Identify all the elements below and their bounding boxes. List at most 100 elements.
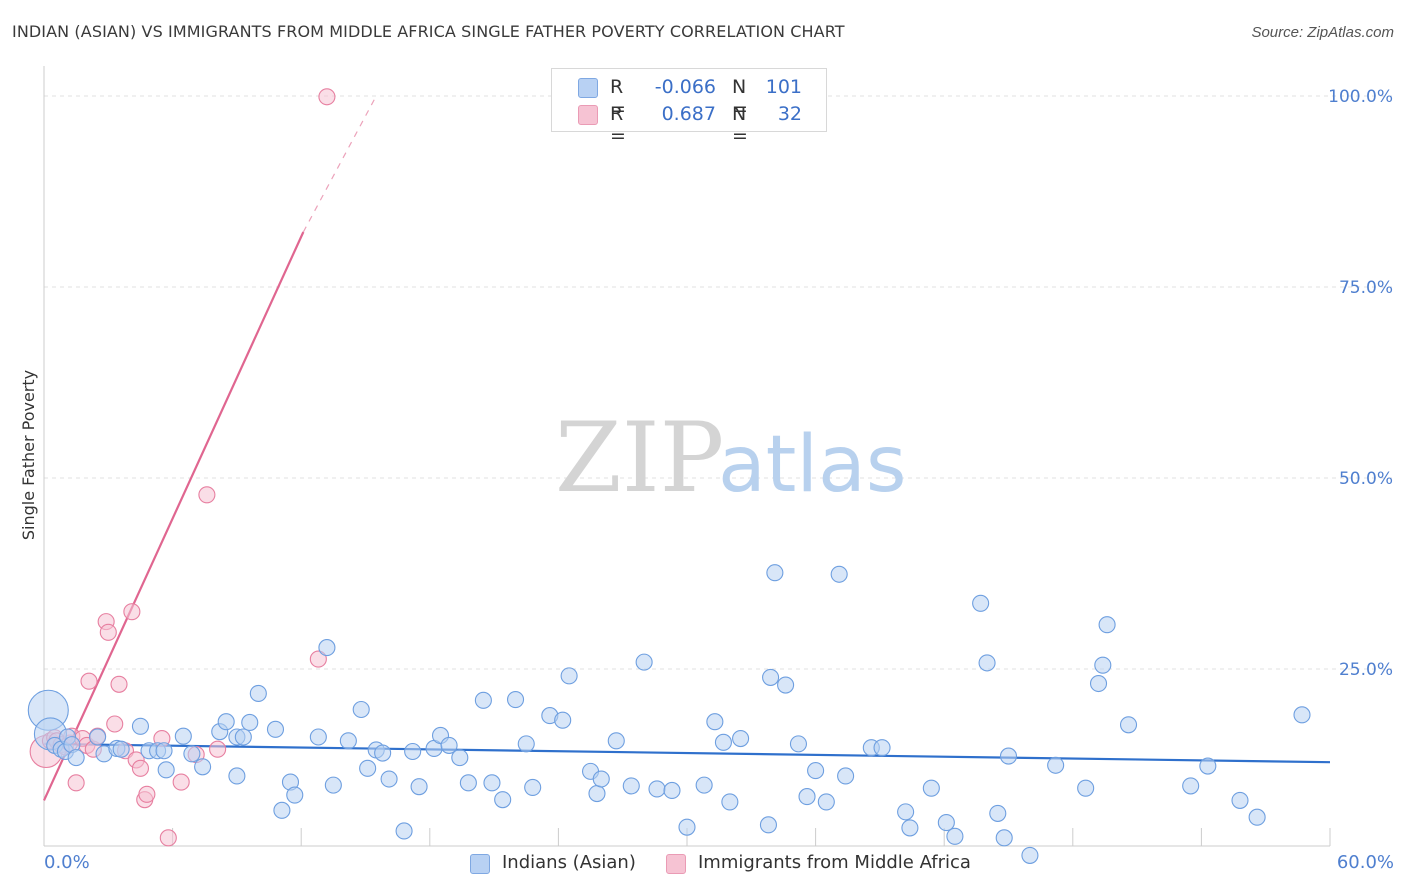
data-point-indians [777, 676, 795, 694]
data-point-middle-africa [123, 603, 141, 621]
data-point-indians [721, 793, 739, 811]
data-point-indians [404, 742, 422, 761]
data-point-indians [266, 720, 285, 738]
data-point-indians [217, 713, 235, 731]
legend-r-value: 0.687 [661, 103, 716, 125]
y-tick-50: 50.0% [1339, 469, 1393, 489]
data-point-indians [494, 791, 512, 809]
data-point-indians [524, 778, 542, 796]
data-point-indians [830, 565, 848, 583]
legend-r-label: R = [610, 103, 626, 147]
data-point-indians [1119, 716, 1138, 734]
data-point-indians [588, 784, 606, 803]
data-point-middle-africa [67, 774, 85, 792]
data-point-indians [995, 829, 1013, 847]
trend-line [43, 742, 1331, 764]
data-point-indians [194, 758, 212, 776]
data-point-indians [112, 740, 130, 758]
data-point-indians [678, 818, 696, 836]
data-point-middle-africa [318, 88, 336, 106]
data-point-indians [695, 776, 713, 794]
data-point-indians [622, 777, 640, 795]
data-point-indians [451, 749, 469, 767]
gridlines [44, 95, 1395, 670]
data-point-indians [273, 801, 291, 819]
data-point-indians [1098, 616, 1116, 634]
data-point-indians [395, 822, 413, 840]
data-point-indians [766, 564, 784, 582]
data-point-indians [410, 778, 428, 796]
data-point-indians [517, 735, 535, 753]
data-point-indians [228, 767, 246, 785]
data-point-indians [89, 728, 107, 746]
data-point-indians [324, 776, 342, 794]
trend-line [42, 231, 305, 801]
data-point-indians [339, 732, 357, 750]
legend-swatch-pink [666, 854, 686, 874]
data-point-indians [1077, 779, 1095, 797]
data-point-indians [999, 747, 1018, 765]
data-point-indians [309, 728, 327, 746]
data-point-indians [155, 742, 173, 760]
x-tick-max: 60.0% [1336, 852, 1394, 873]
data-point-indians [901, 819, 919, 837]
legend-r-label: R = [610, 76, 626, 120]
data-point-indians [241, 713, 259, 732]
data-point-indians [1182, 777, 1200, 795]
data-point-middle-africa [80, 672, 98, 690]
watermark-atlas: atlas [718, 420, 907, 510]
data-point-indians [837, 767, 855, 785]
data-point-indians [157, 761, 175, 779]
x-tick-min: 0.0% [44, 852, 90, 873]
y-tick-75: 75.0% [1339, 278, 1393, 298]
legend-swatch-blue [470, 854, 490, 874]
data-point-indians [648, 780, 666, 798]
data-point-indians [359, 759, 377, 777]
data-point-indians [989, 804, 1007, 822]
y-tick-25: 25.0% [1339, 660, 1393, 680]
data-point-middle-africa [159, 829, 177, 847]
source-label: Source: ZipAtlas.com [1251, 24, 1394, 41]
data-point-indians [459, 774, 477, 792]
data-point-middle-africa [110, 675, 128, 693]
legend-label: Indians (Asian) [502, 852, 636, 873]
trend-line-middle-africa [42, 95, 377, 801]
legend-label: Immigrants from Middle Africa [698, 852, 971, 873]
data-point-indians [873, 739, 891, 757]
trend-line-extension [302, 95, 377, 233]
data-point-indians [1089, 674, 1108, 693]
data-point-indians [183, 745, 201, 763]
data-point-indians [352, 700, 370, 719]
data-point-indians [234, 728, 252, 746]
data-point-indians [978, 654, 996, 672]
data-point-indians [174, 727, 192, 745]
watermark-zip: ZIP [555, 402, 724, 514]
data-point-indians [798, 788, 816, 806]
series-legend: Indians (Asian) Immigrants from Middle A… [0, 852, 1406, 878]
data-point-indians [131, 717, 149, 735]
data-point-indians [817, 793, 835, 811]
data-point-indians [946, 827, 964, 845]
data-point-indians [759, 816, 777, 834]
legend-swatch-pink [578, 105, 598, 125]
data-point-middle-africa [172, 773, 190, 791]
data-point-middle-africa [209, 740, 227, 758]
y-axis-label: Single Father Poverty [19, 370, 38, 540]
data-point-middle-africa [198, 486, 216, 504]
data-point-indians [440, 736, 458, 754]
data-point-indians [972, 594, 990, 612]
data-point-indians [1199, 757, 1217, 775]
data-point-indians [922, 779, 940, 797]
trend-line-indians [43, 742, 1331, 764]
data-point-indians [560, 667, 578, 685]
data-point-indians [592, 770, 610, 788]
data-point-indians [1248, 808, 1266, 826]
legend-n-label: N = [732, 103, 748, 147]
data-point-indians [67, 749, 85, 767]
data-point-indians [1231, 791, 1249, 809]
data-point-middle-africa [131, 759, 149, 777]
data-point-indians [663, 781, 681, 800]
data-point-indians [897, 803, 915, 821]
data-point-indians [286, 786, 304, 804]
legend-swatch-blue [578, 78, 598, 98]
